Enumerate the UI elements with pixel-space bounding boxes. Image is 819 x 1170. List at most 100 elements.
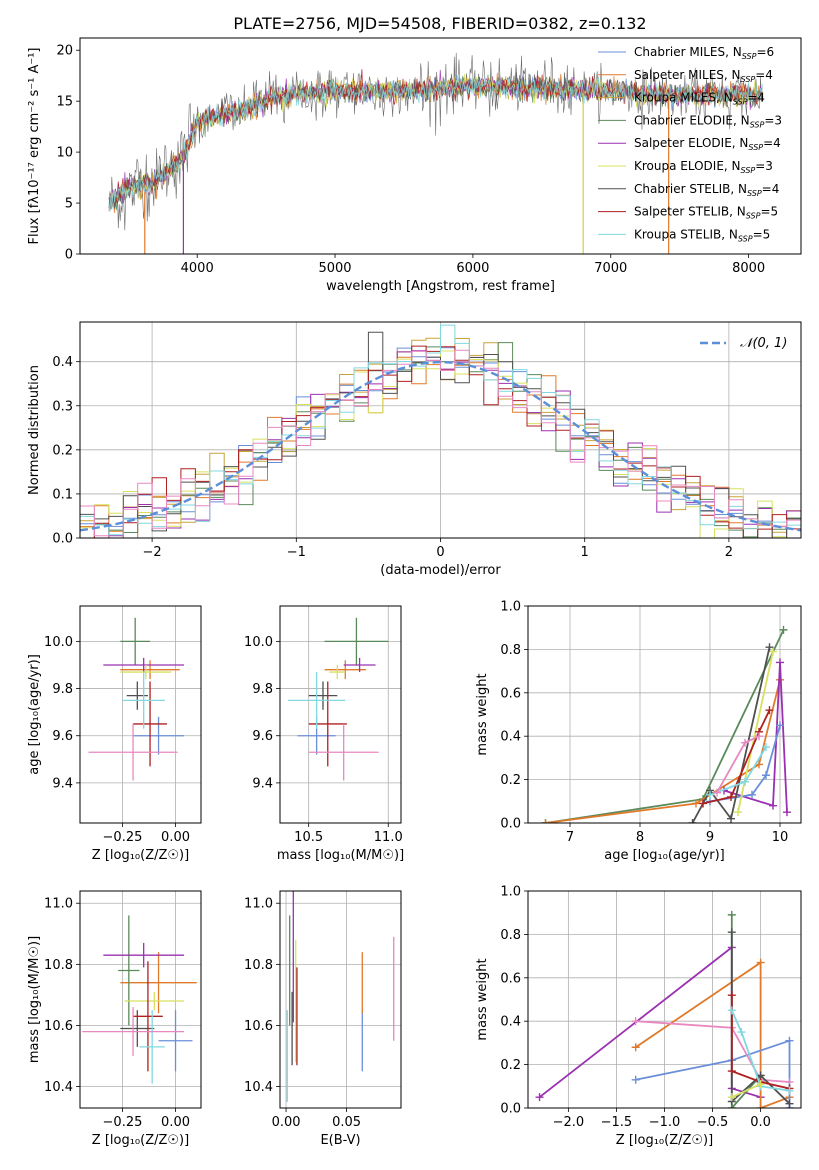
weight-point-marker xyxy=(734,808,742,817)
axes-frame xyxy=(79,37,802,255)
x-tick-label: 0 xyxy=(436,545,444,560)
weight-point-marker xyxy=(727,1006,736,1015)
y-axis-label: mass [log₁₀(M/M☉)] xyxy=(27,936,42,1063)
legend-entry: Salpeter ELODIE, NSSP=4 xyxy=(634,136,781,152)
y-tick-label: 20 xyxy=(56,44,73,59)
x-tick-label: 7 xyxy=(566,830,574,845)
x-tick-label: −2 xyxy=(143,545,162,560)
panel-massweight_vs_Z: −2.0 −1.5 −1.0 −0.5 0.0 0.0 0.2 0.4 0.6 0.8 1.0 Z [… xyxy=(475,885,802,1148)
weight-series-line xyxy=(702,709,771,805)
legend-entry: Kroupa MILES, NSSP=4 xyxy=(634,91,765,107)
weight-point-marker xyxy=(765,643,774,652)
y-tick-label: 10.0 xyxy=(44,635,73,650)
weight-point-marker xyxy=(631,1017,640,1026)
y-tick-label: 9.6 xyxy=(52,729,73,744)
legend-entry: Kroupa STELIB, NSSP=5 xyxy=(634,227,770,243)
y-tick-label: 0.3 xyxy=(52,399,73,414)
weight-point-marker xyxy=(727,910,736,919)
weight-point-marker xyxy=(741,738,749,747)
weight-series-line xyxy=(635,1039,791,1108)
axes-frame xyxy=(527,605,802,824)
plot-area xyxy=(541,625,791,823)
y-tick-label: 0 xyxy=(65,248,73,263)
weight-point-marker xyxy=(535,1093,544,1102)
x-tick-label: 2 xyxy=(725,545,733,560)
weight-point-marker xyxy=(727,991,736,1000)
x-axis-label: mass [log₁₀(M/M☉)] xyxy=(277,848,404,863)
y-axis-label: age [log₁₀(age/yr)] xyxy=(27,654,42,775)
spectrum-legend: Chabrier MILES, NSSP=6 Salpeter MILES, NS… xyxy=(598,45,782,243)
weight-point-marker xyxy=(756,1104,765,1108)
weight-series-line xyxy=(545,629,785,823)
axes-frame xyxy=(279,605,402,824)
axes-frame xyxy=(279,890,402,1109)
y-tick-label: 0.4 xyxy=(52,355,73,370)
weight-point-marker xyxy=(541,819,550,823)
weight-point-marker xyxy=(779,625,788,634)
y-tick-label: 9.4 xyxy=(252,776,273,791)
weight-point-marker xyxy=(727,792,735,801)
y-tick-label: 1.0 xyxy=(500,885,521,900)
panel-age_vs_Z: −0.25 0.00 9.4 9.6 9.8 10.0 Z [log₁₀(Z/Z☉)] age… xyxy=(27,605,202,863)
x-tick-label: −2.0 xyxy=(553,1115,585,1130)
x-tick-label: −0.5 xyxy=(697,1115,729,1130)
weight-point-marker xyxy=(699,799,707,808)
y-tick-label: 9.8 xyxy=(252,682,273,697)
plot-area xyxy=(287,617,389,781)
plot-area xyxy=(286,891,395,1102)
axes-frame xyxy=(79,605,202,824)
legend-entry: Kroupa ELODIE, NSSP=3 xyxy=(634,159,773,175)
histogram-series xyxy=(80,349,801,538)
y-tick-label: 0.6 xyxy=(500,686,521,701)
axes-frame xyxy=(79,890,202,1109)
weight-point-marker xyxy=(631,1043,640,1052)
y-tick-label: 10.8 xyxy=(244,958,273,973)
y-tick-label: 0.6 xyxy=(500,971,521,986)
x-axis-label: age [log₁₀(age/yr)] xyxy=(604,848,725,863)
y-axis-label: mass weight xyxy=(475,673,490,755)
weight-point-marker xyxy=(785,1036,794,1045)
y-tick-label: 10.4 xyxy=(44,1080,73,1095)
weight-point-marker xyxy=(713,788,721,797)
weight-point-marker xyxy=(727,1067,736,1076)
x-tick-label: −1 xyxy=(287,545,306,560)
legend-entry: Chabrier STELIB, NSSP=4 xyxy=(634,182,779,198)
weight-point-marker xyxy=(765,706,774,715)
weight-series-line xyxy=(545,679,781,823)
weight-point-marker xyxy=(727,814,735,823)
x-tick-label: 8000 xyxy=(732,261,765,276)
spectrum-model-kroupa-stelib xyxy=(108,74,763,212)
x-tick-label: 0.0 xyxy=(750,1115,771,1130)
plot-area xyxy=(535,910,794,1108)
y-tick-label: 0.1 xyxy=(52,487,73,502)
histogram-legend: 𝒩(0, 1) xyxy=(700,336,787,351)
x-tick-label: 9 xyxy=(706,830,714,845)
y-tick-label: 10.8 xyxy=(44,958,73,973)
x-axis-label: Z [log₁₀(Z/Z☉)] xyxy=(616,1133,713,1148)
weight-point-marker xyxy=(776,721,784,730)
y-tick-label: 11.0 xyxy=(44,897,73,912)
x-axis-label: wavelength [Angstrom, rest frame] xyxy=(326,279,555,294)
x-tick-label: 8 xyxy=(636,830,644,845)
y-axis-label: Flux [fλ10⁻¹⁷ erg cm⁻² s⁻¹ A⁻¹] xyxy=(27,48,42,245)
weight-point-marker xyxy=(755,732,763,741)
weight-series-line xyxy=(730,995,790,1090)
weight-point-marker xyxy=(748,790,756,799)
axes-frame xyxy=(79,321,802,539)
weight-point-marker xyxy=(756,1080,765,1089)
figure-title: PLATE=2756, MJD=54508, FIBERID=0382, z=0… xyxy=(233,14,646,33)
weight-point-marker xyxy=(756,958,765,967)
x-tick-label: 4000 xyxy=(181,261,214,276)
x-tick-label: −0.25 xyxy=(103,1115,143,1130)
y-tick-label: 10.6 xyxy=(44,1019,73,1034)
legend-entry: Chabrier ELODIE, NSSP=3 xyxy=(634,113,782,129)
weight-point-marker xyxy=(769,801,777,810)
weight-point-marker xyxy=(737,1028,746,1037)
weight-point-marker xyxy=(762,743,770,752)
x-axis-label: E(B-V) xyxy=(320,1133,360,1148)
x-tick-label: 0.00 xyxy=(161,830,190,845)
plot-area xyxy=(82,915,197,1084)
weight-point-marker xyxy=(727,1093,736,1102)
y-tick-label: 0.2 xyxy=(500,773,521,788)
